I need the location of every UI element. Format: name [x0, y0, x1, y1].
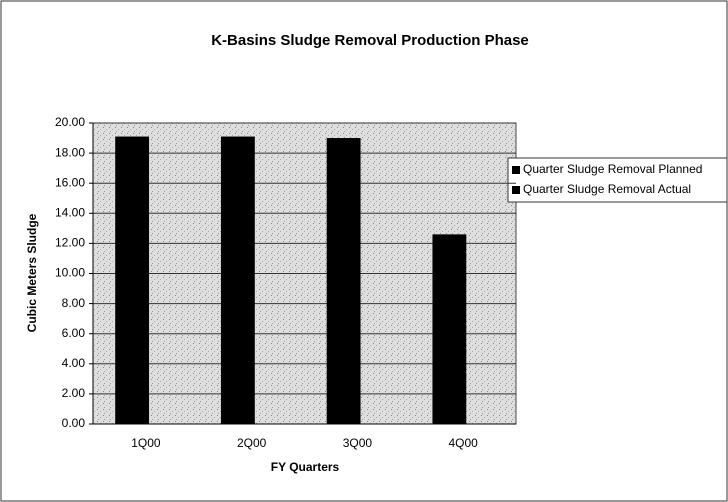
bar — [326, 138, 361, 425]
y-tick-label: 16.00 — [55, 175, 85, 189]
y-tick-label: 18.00 — [55, 145, 85, 159]
y-tick-label: 8.00 — [62, 296, 86, 310]
y-tick-label: 6.00 — [62, 326, 86, 340]
bar — [220, 136, 255, 425]
y-tick-label: 0.00 — [62, 416, 86, 430]
y-axis-label: Cubic Meters Sludge — [25, 213, 39, 332]
y-tick-label: 10.00 — [55, 266, 85, 280]
y-tick-label: 2.00 — [62, 386, 86, 400]
legend-swatch — [512, 186, 520, 194]
y-tick-label: 20.00 — [55, 115, 85, 129]
bar — [432, 234, 467, 424]
bar — [115, 136, 150, 425]
legend-label: Quarter Sludge Removal Actual — [523, 182, 691, 196]
legend — [507, 157, 728, 203]
y-tick-label: 12.00 — [55, 236, 85, 250]
x-tick-label: 2Q00 — [237, 436, 267, 450]
x-tick-label: 4Q00 — [448, 436, 478, 450]
x-tick-label: 3Q00 — [343, 436, 373, 450]
chart-title: K-Basins Sludge Removal Production Phase — [211, 32, 529, 49]
y-tick-label: 4.00 — [62, 356, 86, 370]
y-tick-label: 14.00 — [55, 205, 85, 219]
x-tick-label: 1Q00 — [131, 436, 161, 450]
legend-swatch — [512, 166, 520, 174]
x-axis-label: FY Quarters — [271, 460, 340, 474]
legend-label: Quarter Sludge Removal Planned — [523, 162, 702, 176]
